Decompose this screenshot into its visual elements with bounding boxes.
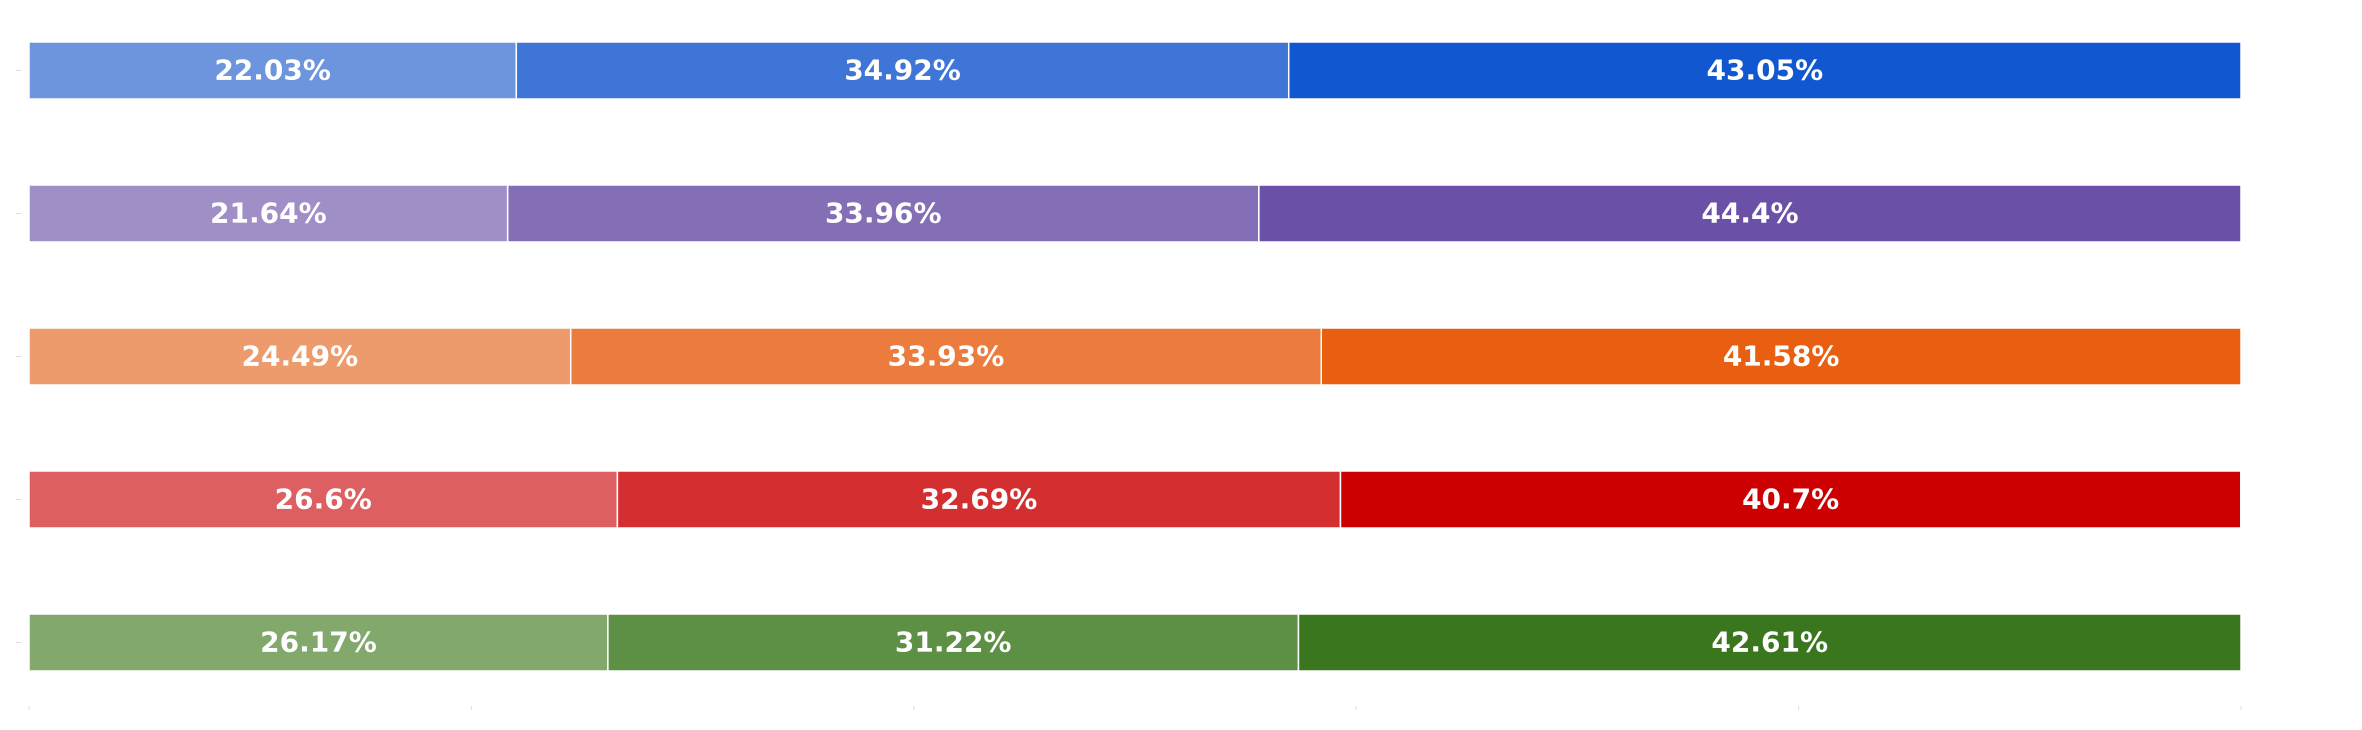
bar-segment-label: 44.4% xyxy=(1701,197,1798,230)
bar-segment-label: 34.92% xyxy=(844,54,961,87)
bar-segment xyxy=(28,470,619,529)
bar-segment xyxy=(1339,470,2242,529)
bar-segment-label: 21.64% xyxy=(210,197,327,230)
bar-segment xyxy=(1287,41,2242,100)
bar-segment xyxy=(616,470,1342,529)
bar-segment-label: 41.58% xyxy=(1723,340,1840,373)
bar-segment xyxy=(28,327,572,386)
bar-segment xyxy=(1320,327,2242,386)
bar-segment-label: 26.17% xyxy=(260,626,377,659)
bar-segment xyxy=(1297,613,2242,672)
bar-segment-label: 24.49% xyxy=(242,340,359,373)
bar-segment xyxy=(515,41,1290,100)
bar-segment xyxy=(28,613,609,672)
bar-segment-label: 22.03% xyxy=(214,54,331,87)
bar-segment-label: 33.96% xyxy=(825,197,942,230)
bar-segment-label: 33.93% xyxy=(888,340,1005,373)
bar-segment-label: 43.05% xyxy=(1707,54,1824,87)
bar-segment-label: 40.7% xyxy=(1742,483,1839,516)
bar-segment xyxy=(1258,184,2242,243)
bar-segment xyxy=(607,613,1300,672)
bar-segment xyxy=(28,184,509,243)
bar-segment-label: 42.61% xyxy=(1711,626,1828,659)
bar-segment-label: 31.22% xyxy=(895,626,1012,659)
bar-segment-label: 26.6% xyxy=(275,483,372,516)
bar-segment xyxy=(28,41,518,100)
bar-segment-label: 32.69% xyxy=(921,483,1038,516)
bar-segment xyxy=(506,184,1260,243)
